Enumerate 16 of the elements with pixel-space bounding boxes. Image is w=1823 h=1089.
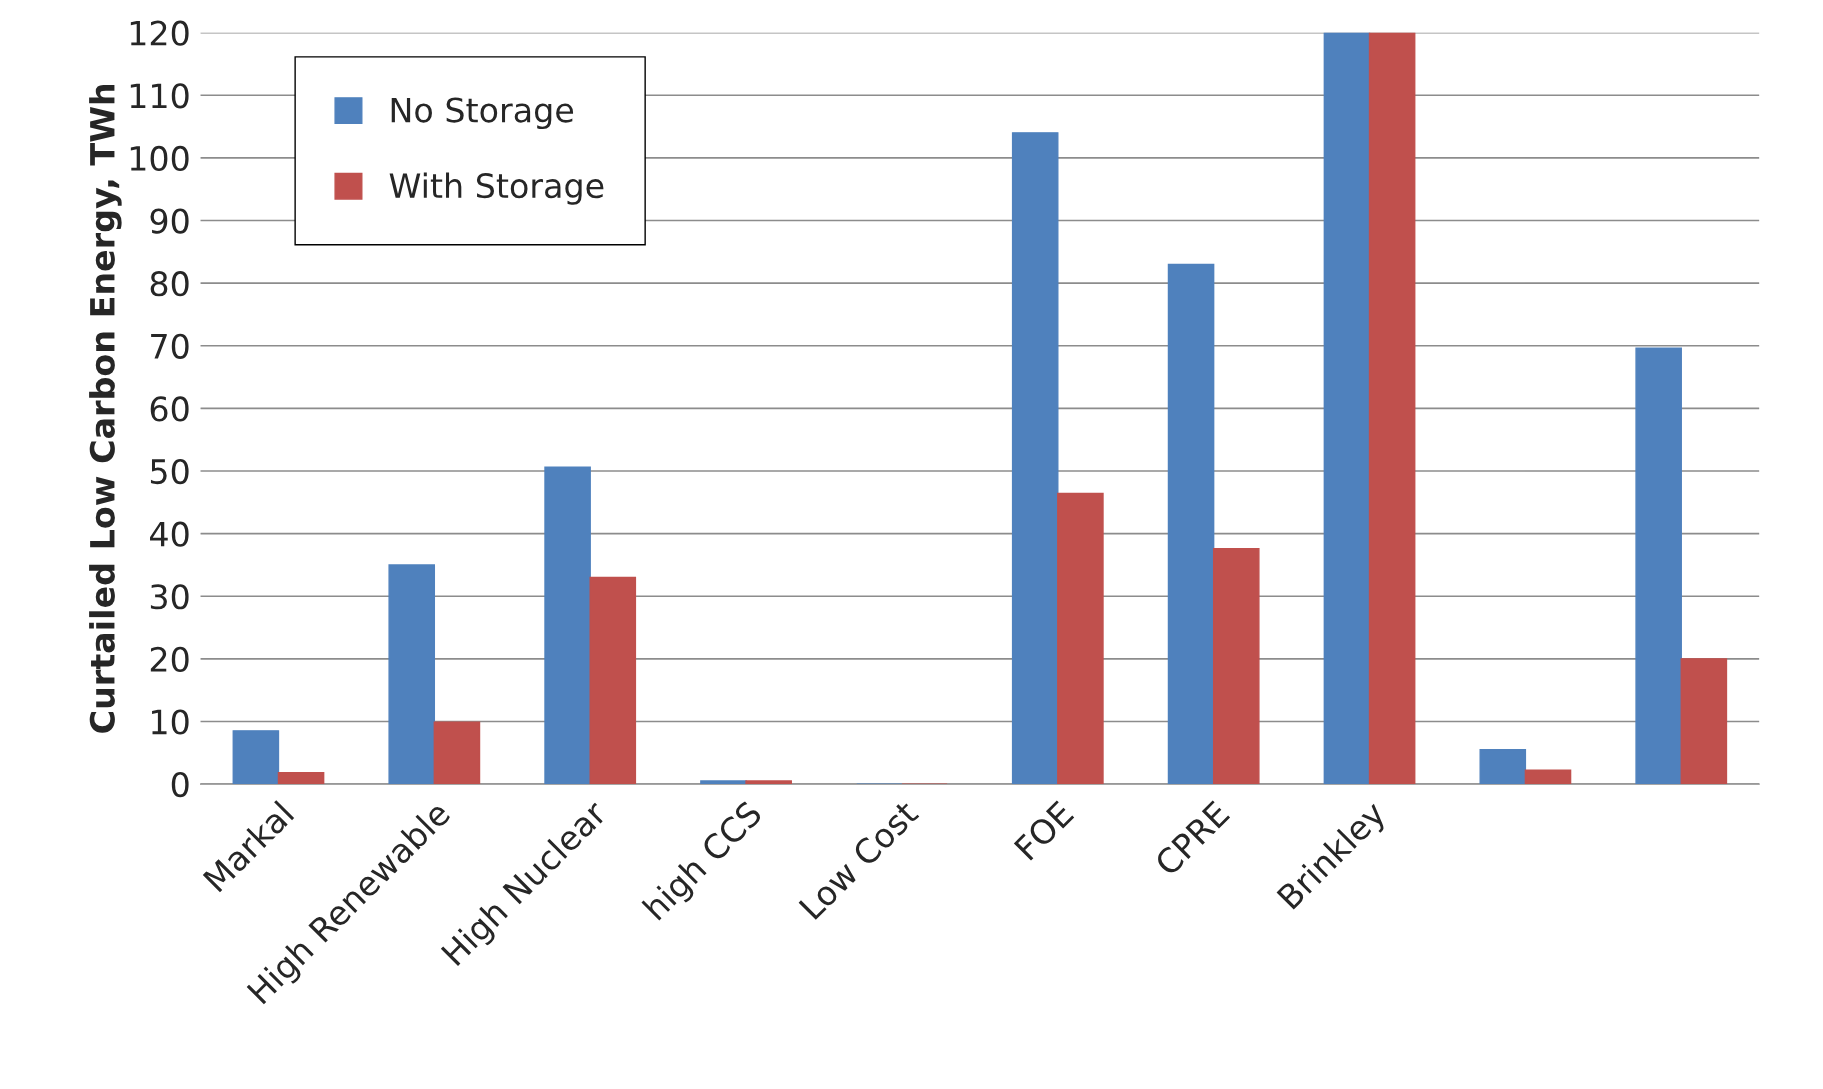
y-tick-label: 50 (150, 458, 189, 485)
y-tick-label: 80 (150, 271, 189, 297)
legend-label: No Storage (391, 97, 574, 130)
y-tick-label: 120 (130, 20, 189, 46)
y-tick-label: 0 (171, 772, 189, 798)
y-tick-label: 20 (150, 646, 189, 672)
y-tick-label: 90 (150, 208, 189, 234)
y-tick-label: 40 (150, 521, 189, 547)
legend-label: With Storage (389, 172, 604, 205)
y-tick-label: 110 (130, 83, 189, 109)
y-tick-label: 60 (150, 396, 189, 422)
y-tick-label: 10 (152, 709, 189, 735)
y-tick-label: 70 (151, 333, 189, 359)
y-tick-label: 100 (130, 145, 189, 172)
y-tick-label: 30 (150, 584, 189, 610)
y-axis-title: Curtailed Low Carbon Energy, TWh (89, 84, 122, 733)
